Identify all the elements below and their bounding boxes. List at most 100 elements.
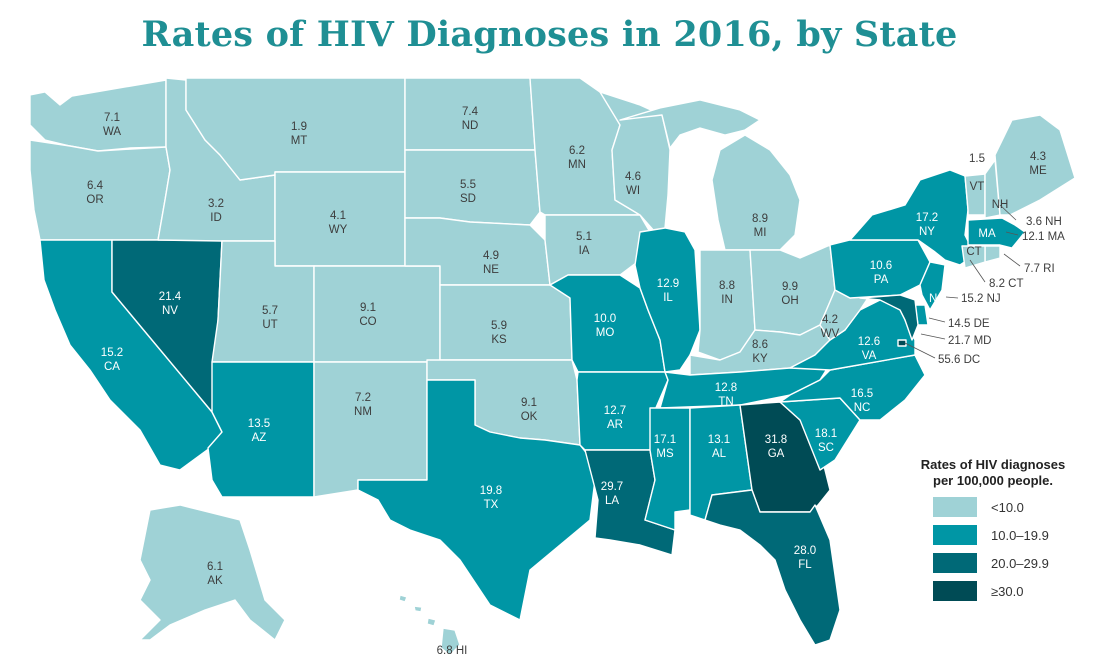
legend-label-bin1: <10.0 xyxy=(991,499,1024,515)
state-code-nc: NC xyxy=(854,402,871,414)
state-code-nd: ND xyxy=(462,120,479,132)
leader-ct xyxy=(969,259,986,283)
leader-nh xyxy=(999,204,1017,221)
state-value-fl: 28.0 xyxy=(794,545,816,557)
legend-item-bin4: ≥30.0 xyxy=(933,581,1093,601)
state-value-va: 12.6 xyxy=(858,336,880,348)
state-value-id: 3.2 xyxy=(208,198,224,210)
leader-nj xyxy=(945,296,959,299)
state-code-ok: OK xyxy=(521,411,538,423)
state-code-ia: IA xyxy=(579,245,590,257)
state-code-wa: WA xyxy=(103,126,121,138)
state-code-nv: NV xyxy=(162,305,178,317)
state-value-wy: 4.1 xyxy=(330,210,346,222)
state-value-ky: 8.6 xyxy=(752,339,768,351)
state-code-ky: KY xyxy=(752,353,768,365)
state-code-vt: VT xyxy=(970,181,985,193)
state-code-la: LA xyxy=(605,495,619,507)
legend-item-bin2: 10.0–19.9 xyxy=(933,525,1093,545)
state-value-ut: 5.7 xyxy=(262,305,278,317)
state-code-co: CO xyxy=(359,316,376,328)
callout-md: 21.7 MD xyxy=(948,335,991,347)
state-code-sd: SD xyxy=(460,193,476,205)
legend-title-line1: Rates of HIV diagnoses xyxy=(920,457,1066,472)
state-code-ms: MS xyxy=(656,448,674,460)
state-dc xyxy=(897,339,907,347)
state-value-la: 29.7 xyxy=(601,481,623,493)
state-code-ut: UT xyxy=(262,319,277,331)
state-ri xyxy=(984,245,1001,263)
state-code-va: VA xyxy=(862,350,877,362)
state-value-ca: 15.2 xyxy=(101,347,123,359)
callout-nj: 15.2 NJ xyxy=(961,293,1001,305)
state-code-id: ID xyxy=(210,212,222,224)
legend-swatch-bin4 xyxy=(933,581,977,601)
state-code-mo: MO xyxy=(596,327,615,339)
state-value-mi: 8.9 xyxy=(752,213,768,225)
leader-md xyxy=(920,333,946,340)
legend-swatch-bin3 xyxy=(933,553,977,573)
state-value-il: 12.9 xyxy=(657,278,679,290)
state-value-nd: 7.4 xyxy=(462,106,479,118)
state-code-ma: MA xyxy=(978,228,996,240)
legend-swatch-bin1 xyxy=(933,497,977,517)
legend-swatch-bin2 xyxy=(933,525,977,545)
legend-label-bin3: 20.0–29.9 xyxy=(991,555,1049,571)
state-value-pa: 10.6 xyxy=(870,260,892,272)
legend-title-line2: per 100,000 people. xyxy=(933,473,1053,488)
state-value-ks: 5.9 xyxy=(491,320,507,332)
state-code-mt: MT xyxy=(291,135,308,147)
state-code-mn: MN xyxy=(568,159,586,171)
callout-ma: 12.1 MA xyxy=(1022,231,1065,243)
state-value-sc: 18.1 xyxy=(815,428,837,440)
state-ma xyxy=(967,217,1026,249)
callout-dc: 55.6 DC xyxy=(938,354,980,366)
callout-nh: 3.6 NH xyxy=(1026,216,1062,228)
state-value-ak: 6.1 xyxy=(207,561,223,573)
state-md xyxy=(859,294,919,341)
state-code-me: ME xyxy=(1029,165,1047,177)
state-code-in: IN xyxy=(721,294,733,306)
state-value-ar: 12.7 xyxy=(604,405,626,417)
state-value-or: 6.4 xyxy=(87,180,104,192)
state-value-ga: 31.8 xyxy=(765,434,787,446)
state-value-az: 13.5 xyxy=(248,418,270,430)
state-value-wv: 4.2 xyxy=(822,314,838,326)
state-value-ny: 17.2 xyxy=(916,212,938,224)
callout-de: 14.5 DE xyxy=(948,318,990,330)
state-code-tn: TN xyxy=(718,396,733,408)
state-code-wy: WY xyxy=(329,224,348,236)
callout-ct: 8.2 CT xyxy=(989,278,1024,290)
state-tx xyxy=(357,379,596,621)
state-value-co: 9.1 xyxy=(360,302,376,314)
state-label-hi: 6.8 HI xyxy=(437,645,468,657)
state-wa xyxy=(29,79,167,152)
state-code-ks: KS xyxy=(491,334,507,346)
state-code-ca: CA xyxy=(104,361,120,373)
legend-label-bin2: 10.0–19.9 xyxy=(991,527,1049,543)
state-code-mi: MI xyxy=(754,227,767,239)
state-value-mn: 6.2 xyxy=(569,145,585,157)
state-code-ga: GA xyxy=(768,448,785,460)
state-code-az: AZ xyxy=(252,432,267,444)
legend-title: Rates of HIV diagnoses per 100,000 peopl… xyxy=(903,457,1083,489)
state-value-oh: 9.9 xyxy=(782,281,798,293)
state-ct xyxy=(961,245,986,269)
state-code-pa: PA xyxy=(874,274,889,286)
legend-item-bin3: 20.0–29.9 xyxy=(933,553,1093,573)
state-value-in: 8.8 xyxy=(719,280,735,292)
callout-ri: 7.7 RI xyxy=(1024,263,1055,275)
legend-item-bin1: <10.0 xyxy=(933,497,1093,517)
state-il xyxy=(634,227,701,373)
leader-dc xyxy=(904,342,936,359)
state-code-il: IL xyxy=(663,292,673,304)
state-code-ak: AK xyxy=(207,575,223,587)
state-code-tx: TX xyxy=(484,499,499,511)
state-value-sd: 5.5 xyxy=(460,179,476,191)
state-value-vt: 1.5 xyxy=(969,153,985,165)
leader-ri xyxy=(1003,253,1021,267)
state-code-ny: NY xyxy=(919,226,935,238)
state-code-fl: FL xyxy=(798,559,812,571)
state-me xyxy=(994,114,1076,216)
